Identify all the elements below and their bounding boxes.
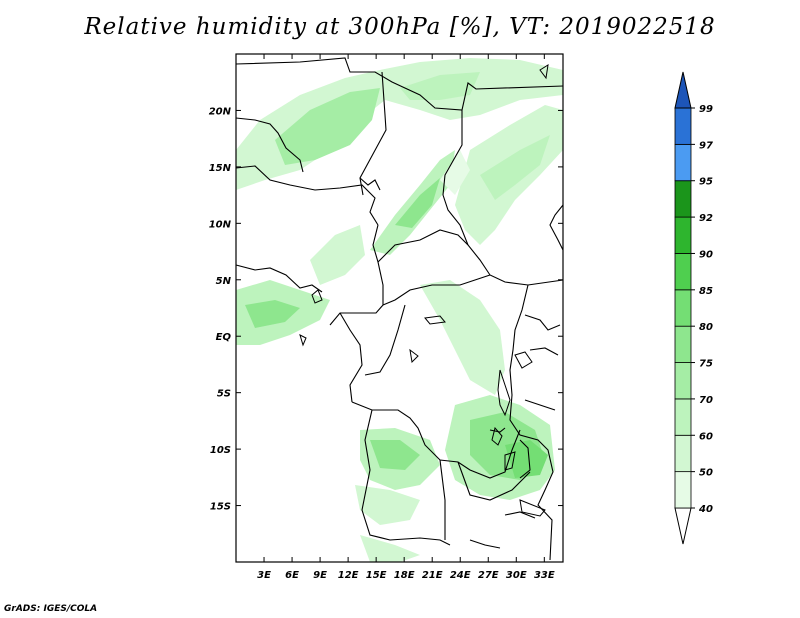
colorbar-segment bbox=[674, 107, 692, 145]
border-se bbox=[469, 511, 536, 549]
lon-tick-label: 3E bbox=[257, 570, 271, 581]
colorbar-segment bbox=[674, 216, 692, 254]
humidity-region-17 bbox=[360, 535, 420, 562]
border-gulf bbox=[235, 264, 323, 293]
border-drc-west bbox=[364, 304, 406, 376]
colorbar-segment bbox=[674, 253, 692, 291]
map-frame bbox=[235, 53, 564, 563]
lon-tick-label: 6E bbox=[285, 570, 299, 581]
humidity-region-1 bbox=[275, 88, 380, 165]
credit-text: GrADS: IGES/COLA bbox=[4, 604, 98, 614]
border-sudan-east bbox=[549, 204, 564, 251]
humidity-region-6 bbox=[395, 178, 440, 228]
border-angola bbox=[361, 409, 451, 546]
lat-tick-label: 5S bbox=[217, 389, 231, 400]
border-chad-lake bbox=[359, 177, 381, 191]
colorbar-segment bbox=[674, 289, 692, 327]
border-congo bbox=[339, 312, 363, 403]
lake-contours bbox=[299, 63, 549, 517]
map-title: Relative humidity at 300hPa [%], VT: 201… bbox=[84, 14, 716, 40]
humidity-region-13 bbox=[505, 440, 548, 478]
lon-tick-label: 18E bbox=[394, 570, 415, 581]
colorbar-low-extension bbox=[674, 507, 692, 545]
humidity-region-18 bbox=[440, 150, 470, 195]
colorbar-level-label: 80 bbox=[699, 322, 713, 333]
humidity-region-2 bbox=[400, 72, 480, 100]
border-lakes bbox=[489, 427, 531, 479]
humidity-region-9 bbox=[310, 225, 365, 285]
humidity-region-4 bbox=[480, 135, 550, 200]
humidity-region-15 bbox=[370, 440, 420, 470]
humidity-region-10 bbox=[420, 280, 505, 395]
lat-tick-label: 10N bbox=[209, 219, 232, 230]
border-ne bbox=[524, 314, 561, 411]
border-sahel bbox=[235, 165, 379, 226]
colorbar-level-label: 92 bbox=[699, 213, 713, 224]
lon-tick-label: 27E bbox=[478, 570, 499, 581]
border-cameroon bbox=[329, 224, 384, 326]
lon-tick-label: 33E bbox=[534, 570, 555, 581]
colorbar-segment bbox=[674, 143, 692, 182]
colorbar-level-label: 70 bbox=[699, 395, 713, 406]
border-car bbox=[377, 229, 469, 263]
lon-tick-label: 21E bbox=[422, 570, 443, 581]
humidity-fill-layer bbox=[236, 58, 563, 562]
colorbar-segment bbox=[674, 434, 692, 473]
lon-tick-label: 12E bbox=[338, 570, 359, 581]
border-chad bbox=[442, 110, 564, 286]
lon-tick-label: 24E bbox=[450, 570, 471, 581]
colorbar-segment bbox=[674, 471, 692, 509]
colorbar-segment bbox=[674, 325, 692, 363]
humidity-region-5 bbox=[370, 150, 455, 255]
lon-tick-label: 30E bbox=[506, 570, 527, 581]
border-north-a bbox=[235, 57, 564, 111]
colorbar-level-label: 99 bbox=[699, 104, 713, 115]
lat-tick-label: 10S bbox=[210, 445, 231, 456]
colorbar-level-label: 95 bbox=[699, 177, 713, 188]
lat-tick-label: 20N bbox=[209, 106, 232, 117]
colorbar-level-label: 60 bbox=[699, 431, 713, 442]
border-zambia bbox=[439, 459, 531, 540]
colorbar-level-label: 50 bbox=[699, 468, 713, 479]
humidity-region-16 bbox=[355, 485, 420, 525]
country-borders bbox=[235, 57, 564, 561]
lat-tick-label: EQ bbox=[216, 332, 232, 343]
colorbar-segment bbox=[674, 180, 692, 218]
colorbar-segment bbox=[674, 362, 692, 400]
colorbar-level-label: 97 bbox=[699, 140, 713, 151]
lon-tick-label: 9E bbox=[313, 570, 327, 581]
colorbar-level-label: 90 bbox=[699, 249, 713, 260]
lon-tick-label: 15E bbox=[366, 570, 387, 581]
colorbar: 40 50 60 70 75 80 85 90 92 95 97 99 bbox=[674, 71, 713, 545]
border-car-south bbox=[382, 274, 491, 306]
border-west-coast bbox=[235, 117, 304, 173]
colorbar-segment bbox=[674, 398, 692, 436]
humidity-region-8 bbox=[245, 300, 300, 328]
lat-tick-label: 15N bbox=[209, 163, 232, 174]
colorbar-level-label: 40 bbox=[698, 504, 713, 515]
colorbar-level-label: 75 bbox=[699, 359, 713, 370]
colorbar-level-label: 85 bbox=[699, 286, 713, 297]
border-north-b bbox=[359, 71, 387, 196]
lat-tick-label: 5N bbox=[216, 276, 232, 287]
axis-ticks: 3E 6E 9E 12E 15E 18E 21E 24E 27E 30E 33E 20N 15N 10N 5… bbox=[209, 54, 563, 581]
colorbar-high-extension bbox=[674, 71, 692, 109]
lat-tick-label: 15S bbox=[210, 502, 231, 513]
border-east bbox=[509, 284, 554, 561]
